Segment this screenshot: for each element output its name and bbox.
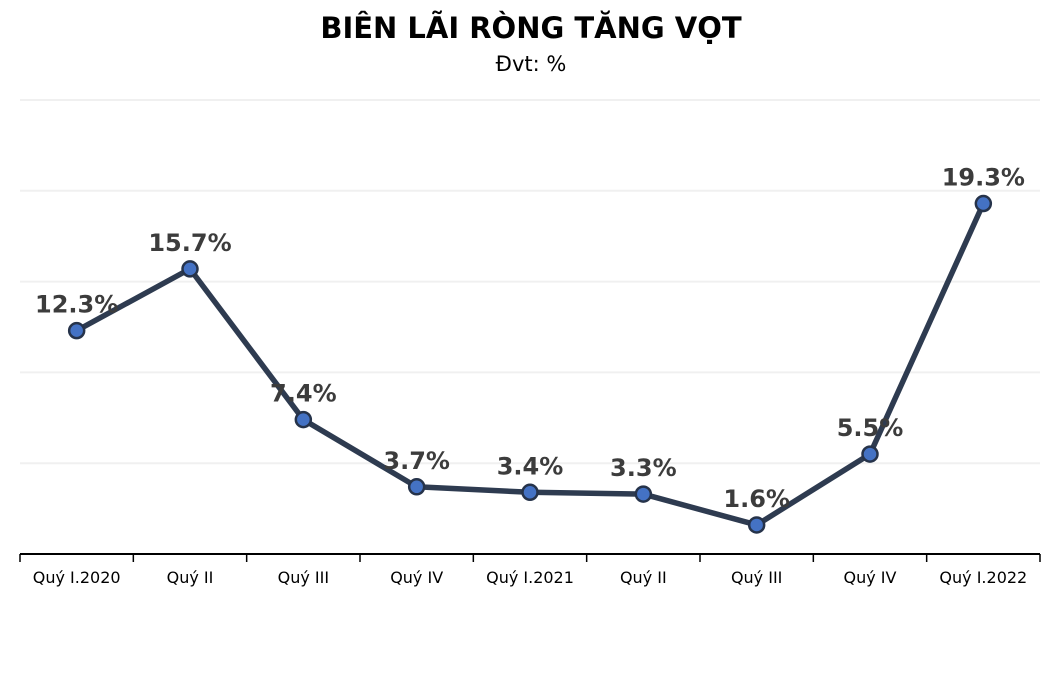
x-axis-label: Quý I.2022	[939, 568, 1027, 587]
x-axis-label: Quý III	[278, 568, 329, 587]
data-label: 7.4%	[270, 380, 337, 408]
data-label: 3.3%	[610, 454, 677, 482]
data-point-marker	[407, 478, 426, 496]
chart-subtitle: Đvt: %	[495, 52, 567, 76]
x-axis-label: Quý IV	[390, 568, 443, 587]
x-axis-label: Quý I.2021	[486, 568, 574, 587]
data-point-marker	[747, 516, 766, 534]
data-label: 3.7%	[383, 447, 450, 475]
data-label: 15.7%	[148, 229, 231, 257]
data-label: 1.6%	[723, 485, 790, 513]
x-axis-label: Quý III	[731, 568, 782, 587]
data-point-marker	[861, 445, 879, 463]
x-axis-label: Quý II	[620, 568, 667, 587]
data-point-marker	[974, 194, 993, 213]
data-label: 5.5%	[837, 414, 904, 442]
data-label: 19.3%	[942, 164, 1025, 192]
data-label: 3.4%	[497, 452, 564, 480]
x-axis-label: Quý II	[167, 568, 214, 587]
data-point-marker	[181, 260, 199, 278]
x-axis-label: Quý IV	[844, 568, 897, 587]
x-axis-label: Quý I.2020	[33, 568, 121, 587]
data-point-marker	[634, 485, 653, 503]
chart-title: BIÊN LÃI RÒNG TĂNG VỌT	[320, 11, 742, 45]
data-point-marker	[294, 410, 313, 429]
data-point-marker	[67, 321, 86, 340]
data-point-marker	[521, 483, 539, 502]
data-label: 12.3%	[35, 291, 118, 319]
